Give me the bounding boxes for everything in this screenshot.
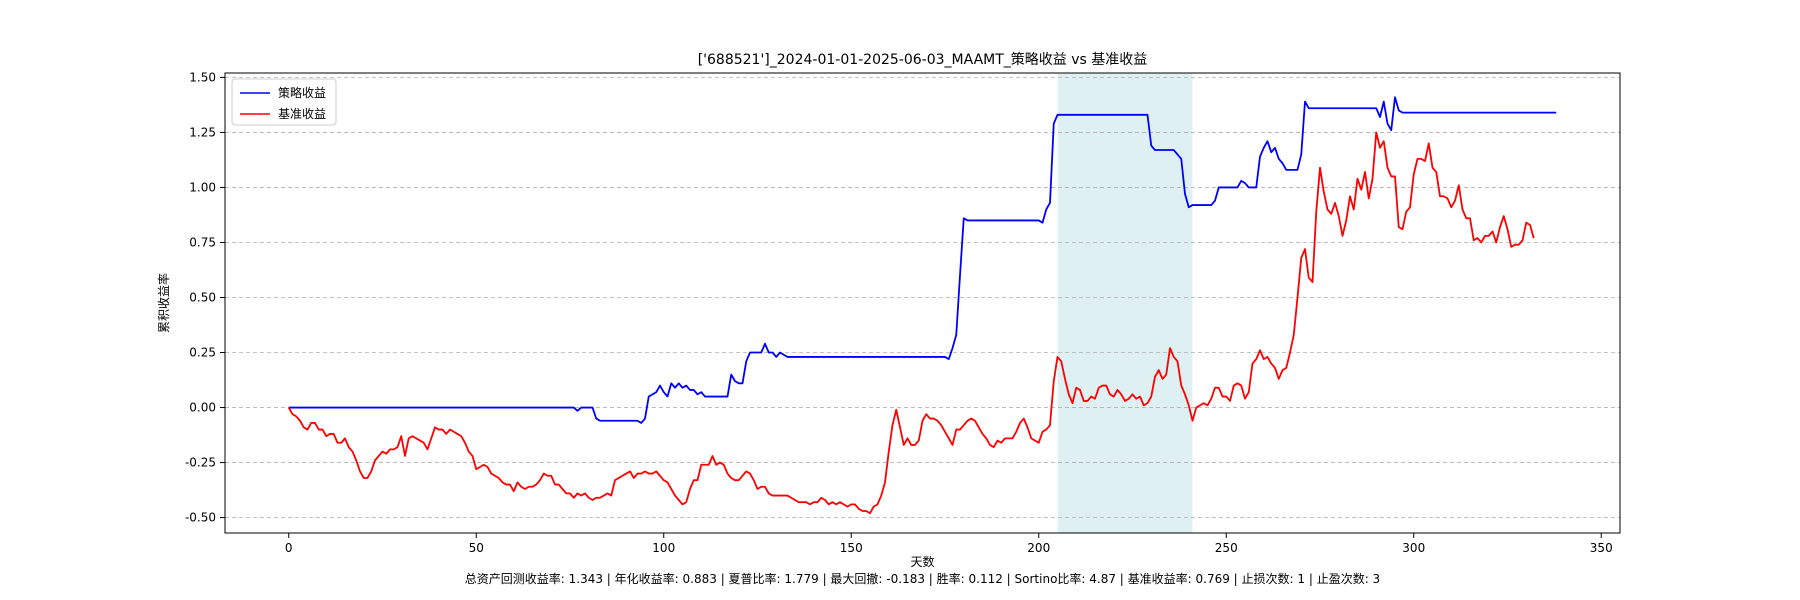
- stats-footer: 总资产回测收益率: 1.343 | 年化收益率: 0.883 | 夏普比率: 1…: [465, 571, 1380, 586]
- x-tick-label: 150: [840, 541, 863, 555]
- x-tick-label: 100: [652, 541, 675, 555]
- plot-background: [225, 73, 1620, 533]
- x-axis: 0 50 100 150 200 250 300 350: [285, 533, 1613, 555]
- x-tick-label: 250: [1215, 541, 1238, 555]
- series-line-benchmark: [287, 131, 1535, 515]
- y-tick-label: -0.50: [185, 511, 216, 525]
- chart-title: ['688521']_2024-01-01-2025-06-03_MAAMT_策…: [698, 51, 1148, 68]
- y-axis: -0.50 -0.25 0.00 0.25 0.50 0.75 1.00 1.25 1.50: [185, 70, 225, 525]
- legend: 策略收益 基准收益: [231, 78, 337, 126]
- y-tick-label: 1.50: [189, 70, 216, 84]
- series-line-strategy: [288, 96, 1557, 424]
- x-tick-label: 0: [285, 541, 293, 555]
- y-tick-label: 0.00: [189, 401, 216, 415]
- x-axis-label: 天数: [910, 554, 934, 569]
- y-tick-label: 0.75: [189, 235, 216, 249]
- x-tick-label: 300: [1402, 541, 1425, 555]
- legend-label-benchmark: 基准收益: [278, 107, 326, 121]
- grid-lines: [225, 77, 1620, 518]
- x-tick-label: 200: [1027, 541, 1050, 555]
- x-tick-label: 50: [469, 541, 484, 555]
- y-tick-label: -0.25: [185, 456, 216, 470]
- legend-label-strategy: 策略收益: [278, 85, 326, 100]
- y-tick-label: 0.25: [189, 346, 216, 360]
- series-lines: [287, 96, 1557, 515]
- x-tick-label: 350: [1590, 541, 1613, 555]
- y-tick-label: 1.00: [189, 180, 216, 194]
- y-axis-label: 累积收益率: [156, 273, 171, 333]
- shaded-region: [1057, 73, 1193, 533]
- y-tick-label: 1.25: [189, 125, 216, 139]
- y-tick-label: 0.50: [189, 290, 216, 304]
- plot-frame: [224, 72, 1621, 534]
